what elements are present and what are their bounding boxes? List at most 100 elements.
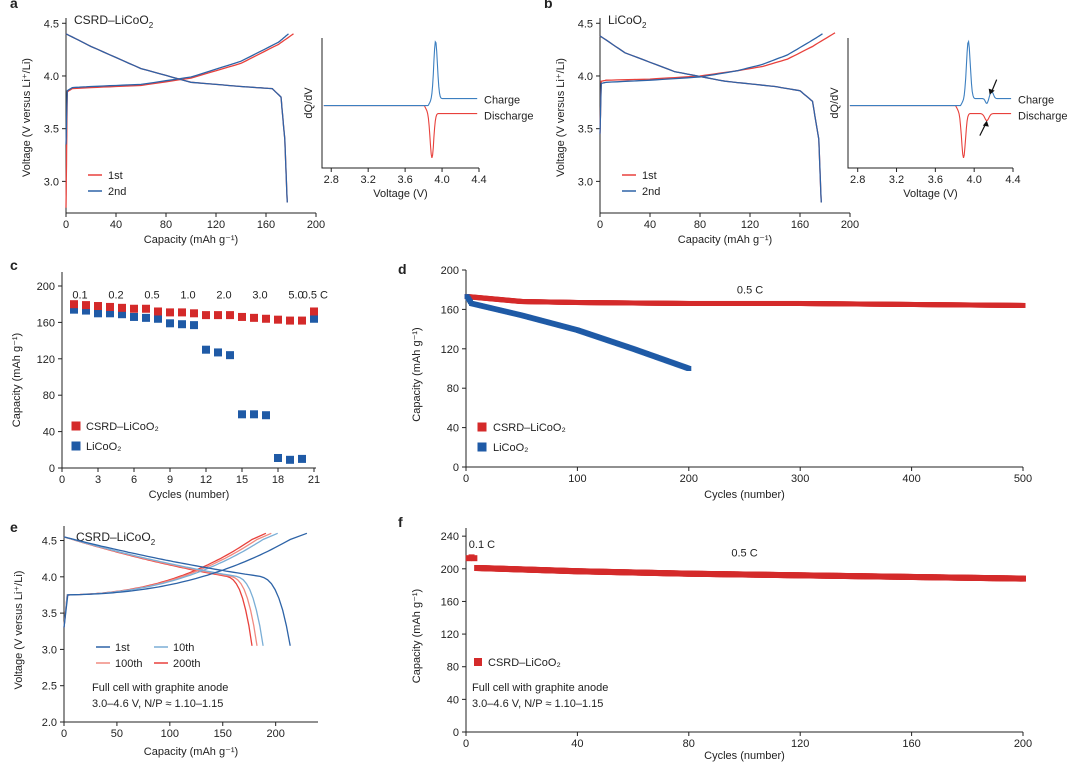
note-line-2: 3.0–4.6 V, N/P ≈ 1.10–1.15 [92, 698, 223, 710]
legend-label: LiCoO₂ [86, 441, 121, 453]
axes: 0 3 6 9 12 15 18 21 0 40 80 120 160 200 [37, 272, 320, 486]
curve-2nd-discharge [599, 35, 822, 203]
x-tick-label: 500 [1014, 473, 1032, 485]
x-tick-label: 120 [207, 219, 225, 231]
panel-f: f 0 40 80 120 160 200 0 40 80 120 160 200 240 Cycles (… [398, 514, 1032, 762]
x-tick-label: 0 [463, 473, 469, 485]
x-tick-label: 0 [597, 219, 603, 231]
axis-lines [65, 18, 316, 214]
legend-label: 200th [173, 658, 201, 670]
x-tick-label: 9 [167, 474, 173, 486]
dqdv-discharge-curve [849, 105, 1012, 159]
y-tick-label: 0 [453, 462, 459, 474]
marker-csrd [190, 309, 198, 318]
marker-csrd [94, 302, 102, 311]
marker-licoo2 [178, 320, 186, 329]
legend-label: CSRD–LiCoO₂ [488, 657, 561, 669]
y-tick-label: 40 [43, 427, 55, 439]
rate-label: 1.0 [180, 289, 195, 301]
legend-label: CSRD–LiCoO₂ [86, 421, 159, 433]
dqdv-discharge-curve [323, 105, 478, 159]
charge-label: Charge [1018, 95, 1054, 107]
marker-csrd [298, 316, 306, 325]
arrow-charge [991, 79, 998, 92]
x-tick-label: 300 [791, 473, 809, 485]
y-tick-label: 80 [43, 390, 55, 402]
charge-label: Charge [484, 95, 520, 107]
y-tick-label: 3.0 [578, 176, 593, 188]
y-tick-label: 80 [447, 662, 459, 674]
x-tick-label: 40 [644, 219, 656, 231]
arrow-head [982, 120, 989, 127]
x-tick-label: 120 [791, 738, 809, 750]
rate-label: 3.0 [252, 289, 267, 301]
inset-b: 2.8 3.2 3.6 4.0 4.4 Voltage (V) dQ/dV Charge Dis… [829, 38, 1068, 200]
panel-letter: a [10, 0, 18, 11]
x-tick-label: 200 [307, 219, 325, 231]
y-tick-label: 160 [37, 317, 55, 329]
rate-label: 5.0 [288, 289, 303, 301]
marker-licoo2 [82, 306, 90, 315]
y-tick-label: 3.0 [44, 176, 59, 188]
panel-d: d 0 100 200 300 400 500 0 40 80 120 160 200 Cycles (n… [398, 261, 1032, 501]
marker-csrd [250, 313, 258, 322]
y-tick-label: 3.5 [44, 124, 59, 136]
marker-csrd [178, 308, 186, 317]
legend-swatch [474, 658, 482, 666]
marker-csrd [202, 311, 210, 320]
x-tick-label: 6 [131, 474, 137, 486]
x-tick-label: 3.2 [361, 174, 376, 186]
marker-csrd [274, 315, 282, 324]
x-tick-label: 150 [214, 728, 232, 740]
x-tick-label: 0 [63, 219, 69, 231]
legend-swatch [71, 421, 81, 431]
y-tick-label: 3.5 [578, 124, 593, 136]
rate-label: 0.2 [108, 289, 123, 301]
x-tick-label: 120 [741, 219, 759, 231]
x-tick-label: 4.4 [1005, 174, 1020, 186]
y-tick-label: 2.5 [42, 681, 57, 693]
inset-axes: 2.8 3.2 3.6 4.0 4.4 [321, 38, 487, 186]
panel-c: c 0 3 6 9 12 15 18 21 0 40 80 120 160 200 Cycles (numbe… [10, 257, 328, 501]
x-tick-label: 3.6 [928, 174, 943, 186]
marker-licoo2 [262, 411, 270, 420]
dqdv-charge-curve [849, 39, 1012, 107]
marker-licoo2 [130, 312, 138, 321]
rate-label: 0.1 [72, 289, 87, 301]
y-tick-label: 4.0 [578, 71, 593, 83]
inset-axes: 2.8 3.2 3.6 4.0 4.4 [847, 38, 1021, 186]
marker-licoo2 [274, 453, 282, 462]
marker-licoo2 [226, 351, 234, 360]
legend-swatch [477, 442, 487, 452]
x-tick-label: 0 [59, 474, 65, 486]
marker-licoo2 [190, 321, 198, 330]
y-tick-label: 160 [441, 304, 459, 316]
axes: 0 50 100 150 200 2.0 2.5 3.0 3.5 4.0 4.5 [42, 526, 318, 740]
y-tick-label: 4.5 [578, 18, 593, 30]
note-line-1: Full cell with graphite anode [472, 682, 608, 694]
charge-200th [63, 532, 267, 628]
x-axis-label: Capacity (mAh g⁻¹) [678, 234, 772, 246]
marker-csrd [70, 300, 78, 309]
y-tick-label: 240 [441, 531, 459, 543]
y-tick-label: 40 [447, 423, 459, 435]
x-tick-label: 4.4 [471, 174, 486, 186]
y-tick-label: 200 [441, 564, 459, 576]
marker-csrd [238, 312, 246, 321]
x-tick-label: 200 [266, 728, 284, 740]
discharge-200th [63, 536, 253, 646]
marker-licoo2 [166, 319, 174, 328]
legend-label: 2nd [108, 186, 126, 198]
y-tick-label: 120 [37, 354, 55, 366]
y-axis-label: Voltage (V versus Li⁺/Li) [13, 571, 25, 690]
axis-lines [321, 38, 479, 169]
x-tick-label: 50 [111, 728, 123, 740]
x-tick-label: 80 [160, 219, 172, 231]
y-tick-label: 120 [441, 344, 459, 356]
x-tick-label: 200 [680, 473, 698, 485]
marker-csrd [154, 307, 162, 316]
y-axis-label: Capacity (mAh g⁻¹) [11, 333, 23, 427]
inset-x-label: Voltage (V) [903, 188, 957, 200]
x-tick-label: 4.0 [434, 174, 449, 186]
axes: 0 40 80 120 160 200 3.0 3.5 4.0 4.5 [44, 18, 325, 231]
